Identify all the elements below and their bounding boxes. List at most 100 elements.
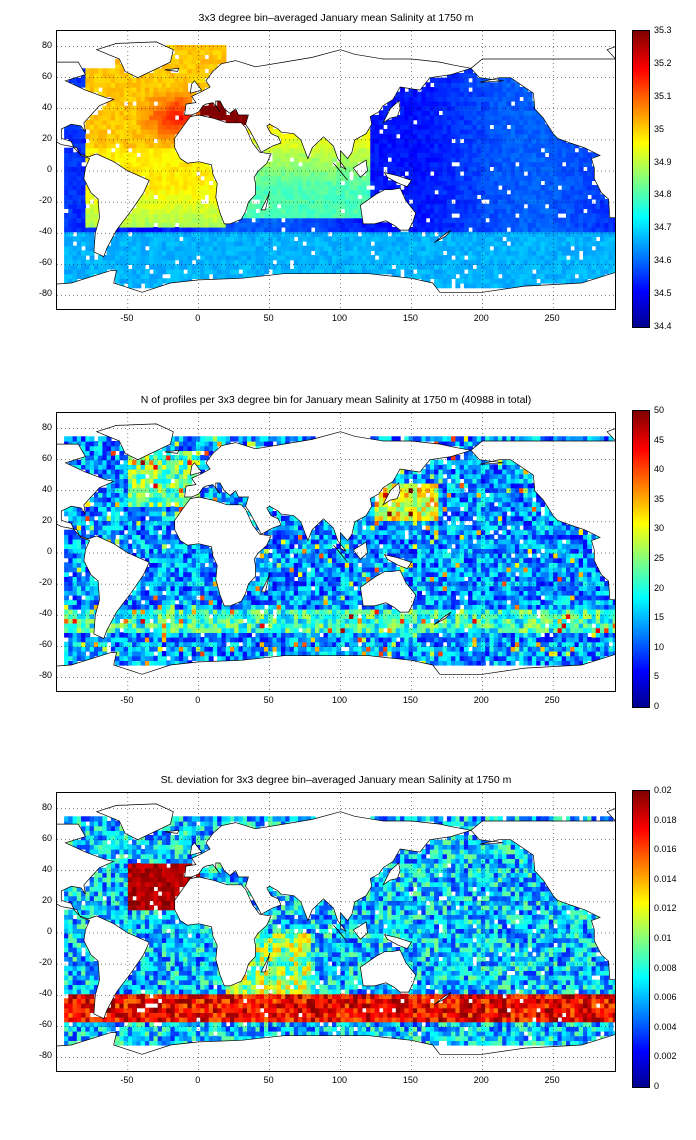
grid-cell	[64, 567, 69, 573]
grid-cell	[144, 459, 150, 465]
grid-cell	[514, 241, 520, 247]
grid-cell	[298, 138, 303, 144]
grid-cell	[238, 255, 244, 261]
grid-cell	[221, 54, 227, 60]
grid-cell	[289, 241, 295, 247]
grid-cell	[463, 124, 469, 130]
grid-cell	[391, 171, 397, 177]
grid-cell	[412, 152, 418, 158]
grid-cell	[540, 185, 546, 191]
grid-cell	[310, 264, 316, 270]
grid-cell	[566, 259, 571, 265]
grid-cell	[89, 450, 95, 456]
grid-cell	[132, 464, 137, 470]
grid-cell	[497, 217, 503, 223]
grid-cell	[191, 180, 197, 186]
grid-cell	[149, 143, 155, 149]
grid-cell	[340, 157, 346, 163]
grid-cell	[476, 171, 482, 177]
grid-cell	[412, 236, 418, 242]
grid-cell	[502, 269, 508, 275]
grid-cell	[289, 138, 295, 144]
grid-cell	[93, 264, 99, 270]
grid-cell	[497, 203, 503, 209]
grid-cell	[221, 255, 227, 261]
grid-cell	[149, 171, 155, 177]
grid-cell	[557, 147, 563, 153]
x-tick-label: 250	[544, 313, 560, 323]
grid-cell	[497, 259, 503, 265]
grid-cell	[548, 269, 554, 275]
grid-cell	[119, 124, 125, 130]
grid-cell	[476, 110, 482, 116]
grid-cell	[451, 273, 456, 279]
grid-cell	[72, 655, 78, 661]
grid-cell	[319, 175, 325, 181]
grid-cell	[349, 213, 354, 219]
grid-cell	[566, 157, 571, 163]
grid-cell	[595, 208, 601, 214]
grid-cell	[89, 203, 95, 209]
grid-cell	[268, 189, 274, 195]
grid-cell	[510, 189, 516, 195]
grid-cell	[438, 105, 444, 111]
grid-cell	[315, 222, 320, 228]
grid-cell	[132, 143, 137, 149]
grid-cell	[310, 157, 316, 163]
grid-cell	[349, 245, 354, 251]
grid-cell	[421, 87, 427, 93]
grid-cell	[370, 166, 376, 172]
grid-cell	[600, 222, 605, 228]
grid-cell	[106, 464, 112, 470]
grid-cell	[315, 175, 320, 181]
grid-cell	[132, 506, 137, 512]
grid-cell	[489, 161, 495, 167]
map-plot-area[interactable]	[56, 412, 616, 692]
grid-cell	[510, 245, 516, 251]
grid-cell	[476, 199, 482, 205]
grid-cell	[502, 105, 508, 111]
grid-cell	[102, 87, 108, 93]
grid-cell	[463, 273, 469, 279]
grid-cell	[332, 222, 337, 228]
grid-cell	[132, 115, 137, 121]
grid-cell	[536, 236, 542, 242]
grid-cell	[208, 54, 214, 60]
grid-cell	[76, 231, 82, 237]
grid-cell	[110, 529, 116, 535]
grid-cell	[600, 194, 605, 200]
grid-cell	[64, 222, 69, 228]
grid-cell	[281, 245, 286, 251]
grid-cell	[319, 217, 325, 223]
grid-cell	[293, 143, 299, 149]
map-plot-area[interactable]	[56, 30, 616, 310]
grid-cell	[391, 152, 397, 158]
grid-cell	[204, 208, 210, 214]
grid-cell	[408, 157, 414, 163]
grid-cell	[85, 464, 91, 470]
grid-cell	[106, 264, 112, 270]
grid-cell	[442, 180, 448, 186]
grid-cell	[421, 157, 427, 163]
grid-cell	[404, 194, 410, 200]
grid-cell	[123, 459, 129, 465]
grid-cell	[81, 445, 86, 451]
grid-cell	[310, 217, 316, 223]
grid-cell	[183, 82, 189, 88]
grid-cell	[64, 180, 69, 186]
grid-cell	[166, 105, 172, 111]
grid-cell	[123, 604, 129, 610]
grid-cell	[140, 637, 146, 643]
grid-cell	[519, 269, 525, 275]
grid-cell	[553, 147, 559, 153]
grid-cell	[157, 483, 163, 489]
grid-cell	[387, 185, 393, 191]
grid-cell	[357, 199, 363, 205]
grid-cell	[383, 152, 388, 158]
grid-cell	[353, 189, 359, 195]
grid-cell	[110, 119, 116, 125]
grid-cell	[89, 124, 95, 130]
grid-cell	[570, 273, 576, 279]
grid-cell	[247, 264, 252, 270]
grid-cell	[225, 245, 231, 251]
